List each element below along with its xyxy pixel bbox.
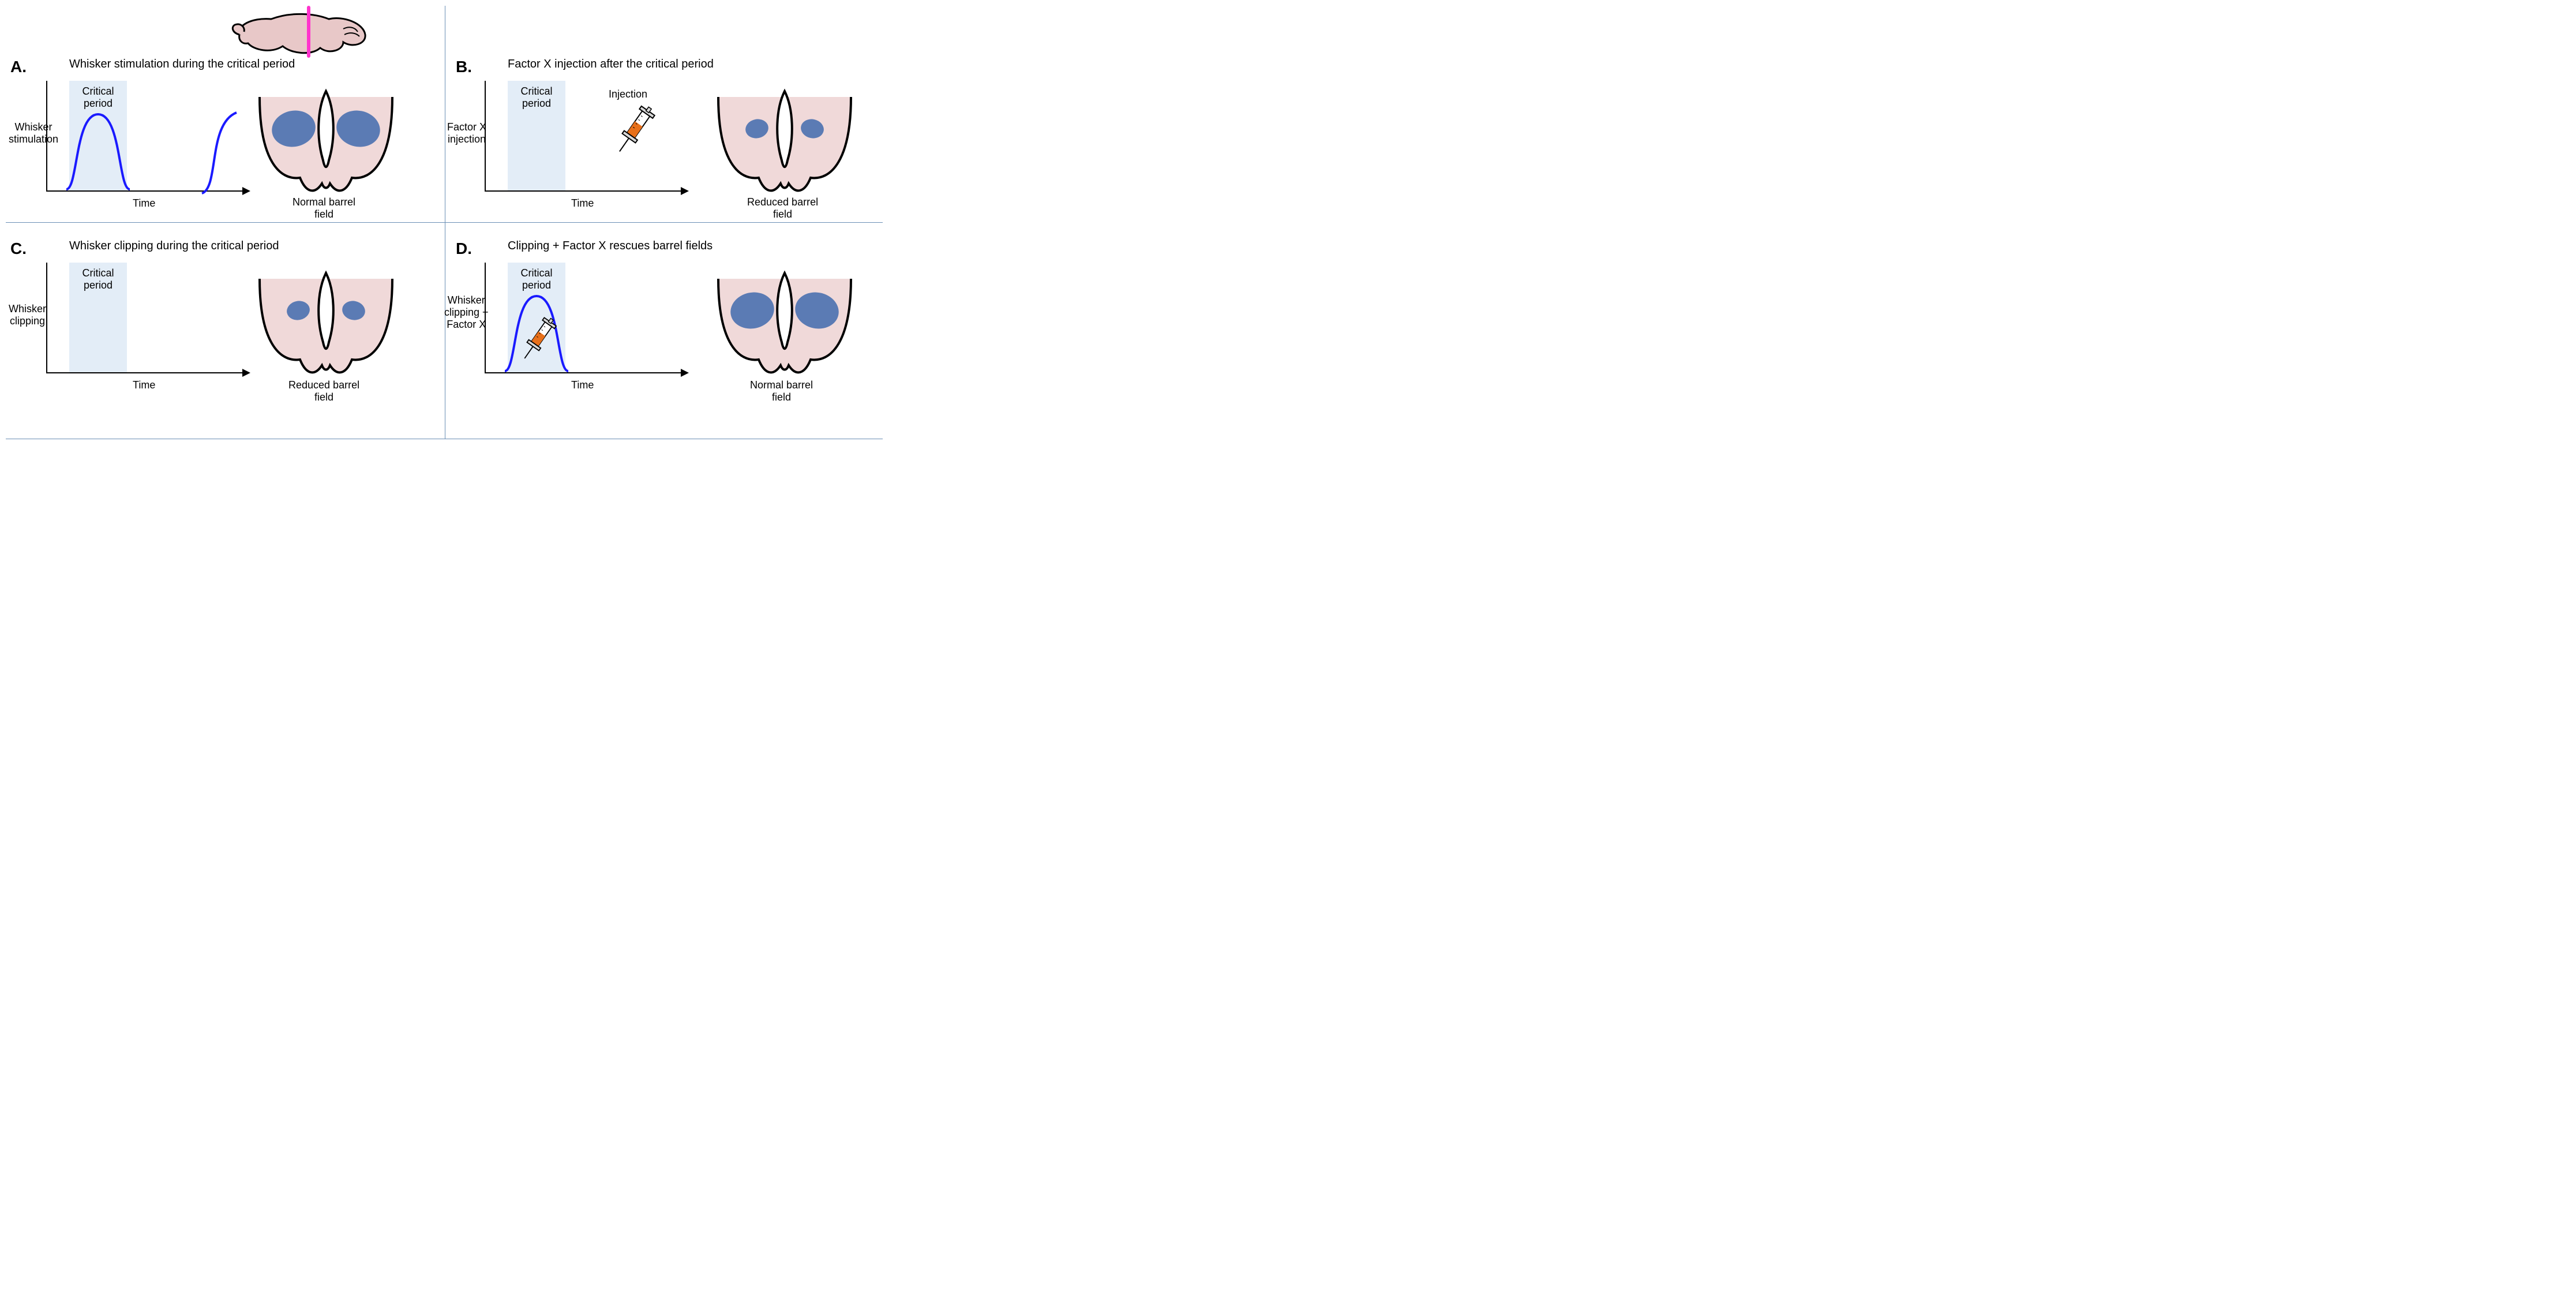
panel-c-brain-section <box>248 256 404 383</box>
panel-c-y-label: Whiskerclipping <box>9 303 46 327</box>
panel-b-title: Factor X injection after the critical pe… <box>508 58 714 71</box>
panel-c-critical-text: Criticalperiod <box>69 267 127 291</box>
panel-d-syringe-icon <box>516 315 558 366</box>
divider-horizontal <box>6 222 883 223</box>
panel-a-label: A. <box>10 58 27 76</box>
panel-c-x-label: Time <box>133 379 155 391</box>
panel-b-injection-label: Injection <box>609 88 647 100</box>
panel-c-brain-label: Reduced barrelfield <box>288 379 359 403</box>
panel-a-y-label: Whiskerstimulation <box>9 121 58 145</box>
panel-a-x-axis <box>46 190 242 192</box>
panel-d-brain-section <box>707 256 863 383</box>
panel-b-y-label: Factor Xinjection <box>447 121 486 145</box>
panel-b-label: B. <box>456 58 472 76</box>
panel-d-x-axis <box>485 372 681 373</box>
panel-d-critical-text: Criticalperiod <box>508 267 565 291</box>
panel-d-y-label: Whiskerclipping +Factor X <box>444 294 489 331</box>
panel-b-critical-text: Criticalperiod <box>508 85 565 110</box>
figure-canvas: A. Whisker stimulation during the critic… <box>0 0 890 450</box>
brain-sagittal-icon <box>228 3 378 61</box>
panel-b-arrowhead <box>681 187 689 195</box>
panel-b-brain-label: Reduced barrelfield <box>747 196 818 220</box>
panel-c-x-axis <box>46 372 242 373</box>
panel-b-syringe-icon <box>610 103 657 160</box>
panel-d-brain-label: Normal barrelfield <box>750 379 813 403</box>
panel-a-brain-section <box>248 74 404 201</box>
panel-b-x-label: Time <box>571 197 594 209</box>
panel-a-critical-text: Criticalperiod <box>69 85 127 110</box>
panel-d-x-label: Time <box>571 379 594 391</box>
panel-c-label: C. <box>10 240 27 258</box>
panel-d-bell-curve <box>0 0 6 6</box>
panel-d-label: D. <box>456 240 472 258</box>
panel-a-brain-label: Normal barrelfield <box>293 196 355 220</box>
panel-c-y-axis <box>46 263 47 372</box>
panel-d-title: Clipping + Factor X rescues barrel field… <box>508 240 713 253</box>
panel-a-title: Whisker stimulation during the critical … <box>69 58 295 71</box>
panel-b-x-axis <box>485 190 681 192</box>
panel-d-arrowhead <box>681 369 689 377</box>
panel-c-title: Whisker clipping during the critical per… <box>69 240 279 253</box>
panel-a-x-label: Time <box>133 197 155 209</box>
panel-b-brain-section <box>707 74 863 201</box>
